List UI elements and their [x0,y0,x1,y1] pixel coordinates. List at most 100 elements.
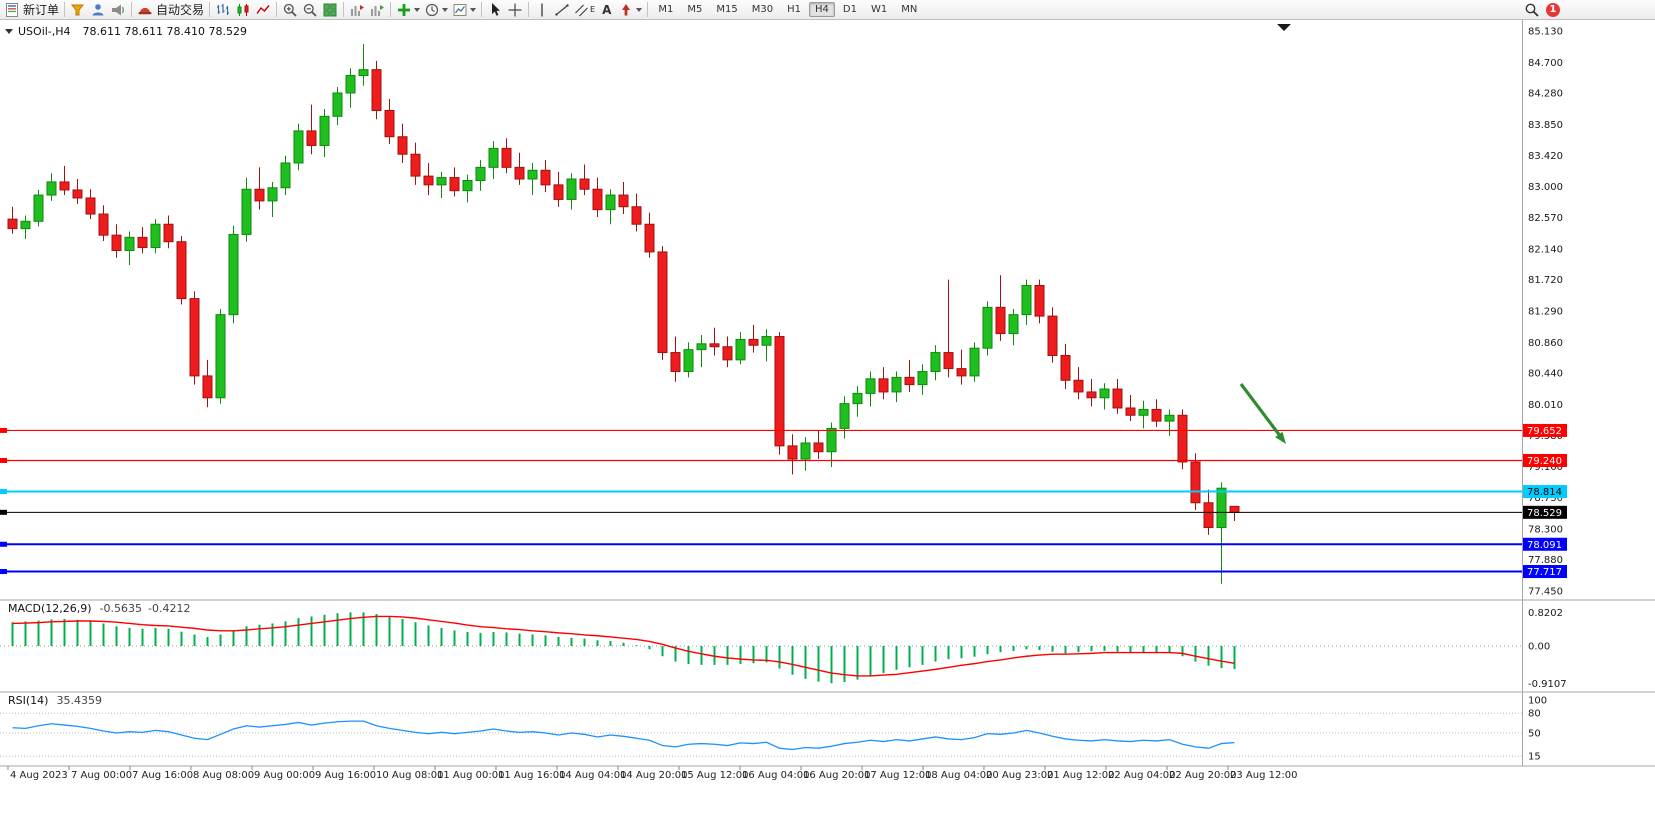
arrow-tool-icon [622,3,631,15]
templates-button[interactable] [450,1,478,19]
timeframe-MN[interactable]: MN [901,4,918,15]
timeframe-W1[interactable]: W1 [870,4,888,15]
svg-text:78.529: 78.529 [1527,508,1562,519]
timeframe-M5[interactable]: M5 [687,4,703,15]
auto-trading-icon [138,7,152,14]
profile-button[interactable] [88,1,108,19]
svg-text:83.850: 83.850 [1528,120,1563,131]
tile-windows-button[interactable] [320,1,340,19]
toolbar-separator [647,2,649,17]
timeframe-H4[interactable]: H4 [809,2,835,17]
trendline-button[interactable] [552,1,572,19]
svg-text:84.280: 84.280 [1528,88,1563,99]
candlestick-chart-button[interactable] [233,1,253,19]
indicators-button[interactable] [394,1,422,19]
ohlc-expander-icon[interactable] [5,29,13,34]
svg-text:77.717: 77.717 [1527,567,1562,578]
hline-anchor [0,569,7,575]
arrow-annotation[interactable] [1239,383,1281,436]
price-axis[interactable]: 85.130 84.700 84.280 83.850 83.420 83.000 82.5… [1523,27,1567,598]
price-badge-78.091[interactable] [1523,537,1567,551]
svg-text:9 Aug 00:00: 9 Aug 00:00 [254,770,315,781]
svg-text:78.300: 78.300 [1528,525,1563,536]
toolbar-separator [343,2,345,17]
timeframe-M30[interactable]: M30 [751,4,774,15]
chevron-down-icon [442,7,449,12]
svg-text:78.091: 78.091 [1527,540,1562,551]
macd-label: MACD(12,26,9) -0.5635 -0.4212 [8,602,190,615]
search-icon[interactable] [1524,2,1540,18]
svg-text:18 Aug 04:00: 18 Aug 04:00 [925,770,992,781]
auto-trading-button[interactable]: 自动交易 [135,1,206,19]
chart-shift-marker[interactable] [1277,24,1291,31]
chart-shift-icon [351,4,365,16]
chart-area[interactable]: USOil-,H4 78.611 78.611 78.410 78.529 85.1… [0,20,1655,832]
timeframe-M1[interactable]: M1 [658,4,674,15]
svg-text:17 Aug 12:00: 17 Aug 12:00 [864,770,931,781]
line-chart-button[interactable] [253,1,273,19]
toolbar-separator [481,2,483,17]
vertical-line-icon [541,3,543,16]
periods-button[interactable] [422,1,450,19]
svg-text:100: 100 [1528,696,1547,707]
bar-chart-button[interactable] [213,1,233,19]
zoom-in-button[interactable] [280,1,300,19]
svg-text:10 Aug 08:00: 10 Aug 08:00 [376,770,443,781]
chart-shift-button[interactable] [347,1,367,19]
svg-text:4 Aug 2023: 4 Aug 2023 [10,770,68,781]
svg-text:8 Aug 08:00: 8 Aug 08:00 [193,770,254,781]
auto-scroll-button[interactable] [367,1,387,19]
svg-text:50: 50 [1528,729,1541,740]
new-order-button[interactable]: 新订单 [2,1,61,19]
line-chart-icon [256,4,270,14]
svg-text:7 Aug 00:00: 7 Aug 00:00 [71,770,132,781]
svg-text:80.440: 80.440 [1528,368,1563,379]
price-badge-77.717[interactable] [1523,565,1567,579]
svg-text:7 Aug 16:00: 7 Aug 16:00 [132,770,193,781]
auto-trading-label: 自动交易 [156,3,205,17]
svg-text:81.290: 81.290 [1528,307,1563,318]
timeframe-H1[interactable]: H1 [787,4,801,15]
svg-text:20 Aug 23:00: 20 Aug 23:00 [986,770,1053,781]
svg-text:21 Aug 12:00: 21 Aug 12:00 [1047,770,1114,781]
broadcast-button[interactable] [108,1,128,19]
toolbar-separator [209,2,211,17]
svg-text:77.450: 77.450 [1528,587,1563,598]
auto-scroll-icon [371,4,385,16]
timeframe-D1[interactable]: D1 [842,4,857,15]
price-badge-79.652[interactable] [1523,423,1567,437]
vertical-line-button[interactable] [532,1,552,19]
rsi-axis[interactable]: 100 80 50 15 [1528,696,1547,763]
chart-window[interactable]: USOil-,H4 78.611 78.611 78.410 78.529 85.1… [0,20,1655,832]
price-badge-78.529[interactable] [1523,505,1567,519]
svg-text:79.652: 79.652 [1527,426,1562,437]
svg-text:14 Aug 20:00: 14 Aug 20:00 [620,770,687,781]
time-axis[interactable]: 4 Aug 2023 7 Aug 00:00 7 Aug 16:00 8 Aug 08… [7,766,1297,781]
arrows-button[interactable] [616,1,644,19]
svg-text:9 Aug 16:00: 9 Aug 16:00 [315,770,376,781]
svg-text:82.570: 82.570 [1528,213,1563,224]
chevron-down-icon [470,7,477,12]
cursor-button[interactable] [485,1,505,19]
crosshair-button[interactable] [505,1,525,19]
svg-text:80: 80 [1528,709,1541,720]
price-badge-79.240[interactable] [1523,453,1567,467]
new-order-label: 新订单 [23,3,60,17]
trendline-icon [555,3,569,16]
funnel-button[interactable] [68,1,88,19]
funnel-icon [70,4,85,15]
hline-anchor [0,457,7,463]
hline-anchor [0,489,7,495]
svg-text:11 Aug 00:00: 11 Aug 00:00 [437,770,504,781]
price-badge-78.814[interactable] [1523,485,1567,499]
timeframe-M15[interactable]: M15 [716,4,738,15]
text-tool-button[interactable]: A [597,1,616,19]
candlestick-icon [237,3,249,16]
macd-axis[interactable]: 0.8202 0.00 -0.9107 [1528,608,1567,690]
channel-button[interactable]: E [572,1,597,19]
arrow-annotation-head [1275,431,1286,444]
toolbar: 新订单 自动交易 [0,0,1655,20]
chevron-down-icon [636,7,643,12]
zoom-out-button[interactable] [300,1,320,19]
notification-badge[interactable]: 1 [1546,2,1560,17]
